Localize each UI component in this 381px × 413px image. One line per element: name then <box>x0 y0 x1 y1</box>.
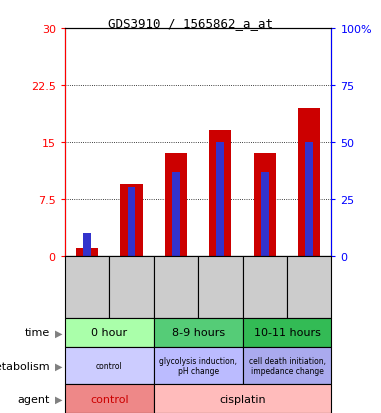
Bar <box>165 154 187 256</box>
Bar <box>128 188 135 256</box>
Bar <box>120 184 142 256</box>
Text: ▶: ▶ <box>55 328 63 337</box>
Text: ▶: ▶ <box>55 361 63 371</box>
Bar <box>172 173 180 256</box>
Bar <box>261 173 269 256</box>
Text: control: control <box>90 394 128 404</box>
Text: GDS3910 / 1565862_a_at: GDS3910 / 1565862_a_at <box>108 17 273 29</box>
Bar <box>254 154 276 256</box>
Bar <box>305 142 313 256</box>
Text: metabolism: metabolism <box>0 361 50 371</box>
Text: control: control <box>96 361 123 370</box>
Text: cell death initiation,
impedance change: cell death initiation, impedance change <box>248 356 325 375</box>
Text: cisplatin: cisplatin <box>219 394 266 404</box>
Text: time: time <box>24 328 50 337</box>
Text: ▶: ▶ <box>55 394 63 404</box>
Bar <box>298 108 320 256</box>
Text: 10-11 hours: 10-11 hours <box>254 328 320 337</box>
Bar <box>76 249 98 256</box>
Bar <box>216 142 224 256</box>
Text: agent: agent <box>17 394 50 404</box>
Text: 0 hour: 0 hour <box>91 328 127 337</box>
Bar <box>83 233 91 256</box>
Text: glycolysis induction,
pH change: glycolysis induction, pH change <box>159 356 237 375</box>
Text: 8-9 hours: 8-9 hours <box>171 328 225 337</box>
Bar <box>209 131 231 256</box>
